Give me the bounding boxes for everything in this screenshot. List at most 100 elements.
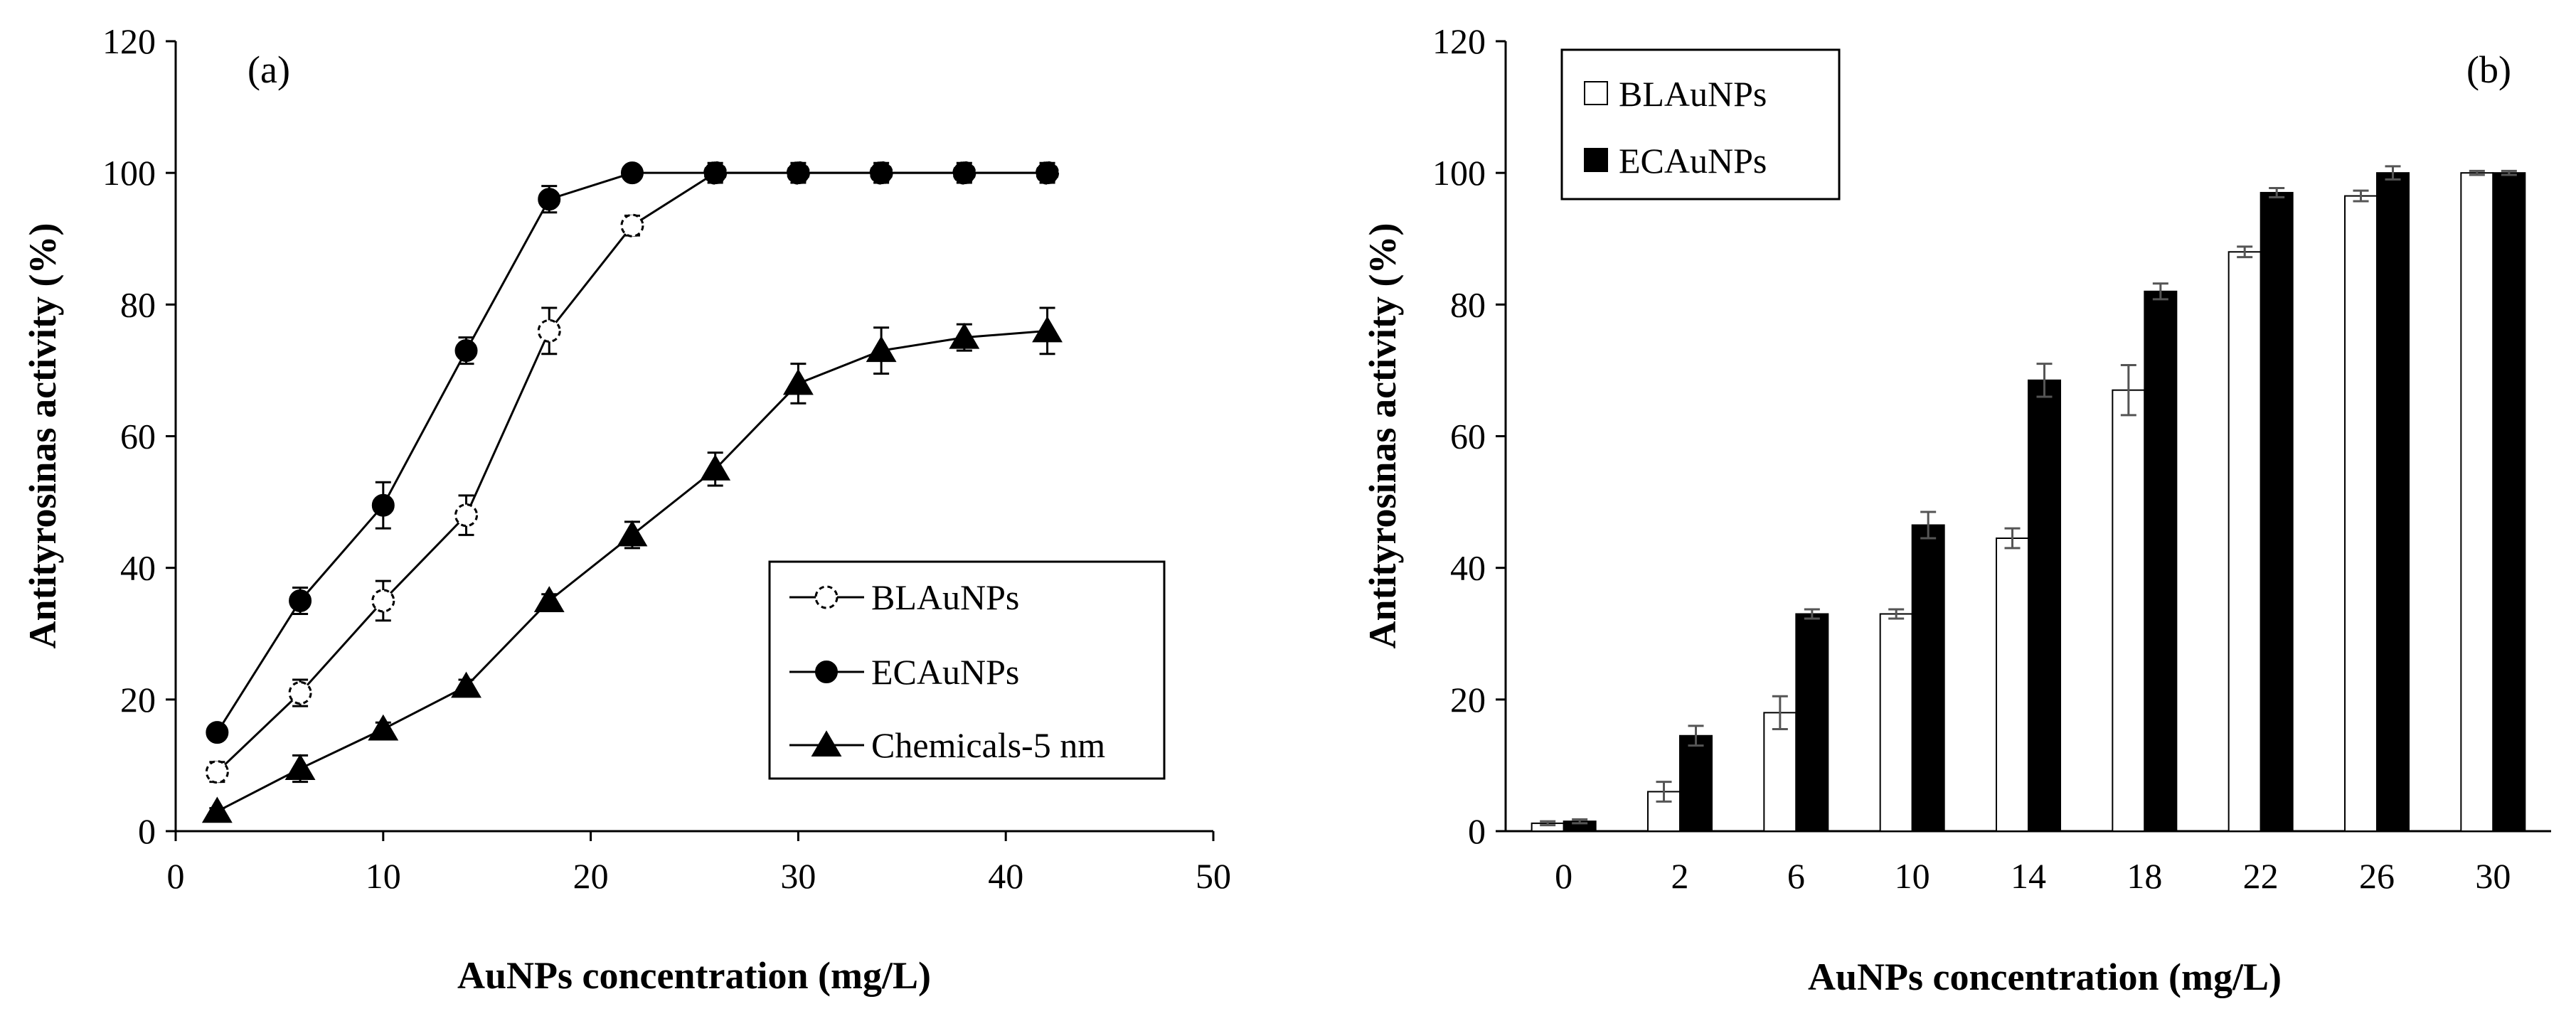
data-point bbox=[454, 503, 479, 528]
y-tick-label: 120 bbox=[102, 21, 156, 61]
data-point bbox=[866, 336, 897, 363]
data-point bbox=[787, 161, 810, 185]
panel-a-legend: BLAuNPs ECAuNPs Chemicals-5 nm bbox=[768, 560, 1166, 780]
data-point bbox=[620, 161, 644, 185]
y-tick-label: 0 bbox=[138, 811, 156, 851]
bar bbox=[1679, 734, 1713, 832]
bar bbox=[1911, 524, 1945, 832]
x-tick-label: 6 bbox=[1787, 856, 1805, 896]
data-point bbox=[205, 760, 229, 784]
bar bbox=[2344, 195, 2378, 832]
legend-swatch bbox=[1584, 81, 1608, 105]
data-point bbox=[368, 714, 399, 741]
data-point bbox=[288, 681, 312, 705]
legend-label: Chemicals-5 nm bbox=[871, 725, 1105, 765]
y-tick-label: 20 bbox=[120, 680, 156, 720]
y-tick-label: 40 bbox=[1450, 548, 1486, 588]
y-tick-label: 100 bbox=[1432, 153, 1486, 193]
panel-b-y-axis-label: Antityrosinas activity (%) bbox=[1361, 223, 1404, 649]
data-point bbox=[617, 520, 648, 547]
panel-a-label: (a) bbox=[248, 48, 290, 91]
bar bbox=[1996, 538, 2029, 832]
series-chemicals-5-nm bbox=[201, 306, 1063, 823]
x-tick-label: 10 bbox=[1895, 856, 1930, 896]
y-tick-label: 120 bbox=[1432, 21, 1486, 61]
panel-b-x-axis-label: AuNPs concentration (mg/L) bbox=[1808, 956, 2282, 998]
data-point bbox=[870, 161, 893, 185]
x-tick-label: 14 bbox=[2011, 856, 2046, 896]
series-ecaunps-bars bbox=[1563, 165, 2526, 833]
data-point bbox=[206, 721, 229, 744]
data-point bbox=[620, 213, 644, 237]
data-point bbox=[1036, 161, 1059, 185]
x-tick-label: 26 bbox=[2359, 856, 2395, 896]
data-point bbox=[952, 161, 976, 185]
y-tick-label: 40 bbox=[120, 548, 156, 588]
data-point bbox=[700, 454, 731, 481]
x-tick-label: 2 bbox=[1671, 856, 1689, 896]
x-tick-label: 22 bbox=[2243, 856, 2279, 896]
panel-b-legend-box bbox=[1560, 48, 1841, 201]
y-tick-label: 60 bbox=[120, 417, 156, 456]
y-tick-label: 80 bbox=[1450, 284, 1486, 324]
data-point bbox=[451, 671, 481, 698]
legend-marker bbox=[814, 585, 839, 609]
bar bbox=[1763, 712, 1797, 832]
panel-a-x-ticks: 0 10 20 30 40 50 bbox=[167, 831, 1231, 896]
panel-b-legend: BLAuNPs ECAuNPs bbox=[1560, 48, 1841, 201]
bar bbox=[1879, 613, 1913, 832]
x-tick-label: 20 bbox=[573, 856, 609, 896]
bar bbox=[2144, 290, 2178, 833]
data-point bbox=[782, 368, 814, 395]
bar bbox=[2460, 172, 2494, 832]
legend-swatch bbox=[1584, 148, 1608, 172]
series-ecaunps bbox=[206, 161, 1059, 744]
bar bbox=[2112, 389, 2146, 832]
y-tick-label: 100 bbox=[102, 153, 156, 193]
panel-b-label: (b) bbox=[2466, 48, 2511, 91]
bar bbox=[2376, 172, 2410, 832]
y-tick-label: 60 bbox=[1450, 417, 1486, 456]
legend-label: ECAuNPs bbox=[1619, 141, 1767, 181]
y-tick-label: 80 bbox=[120, 284, 156, 324]
data-point bbox=[201, 796, 233, 823]
panel-a-y-axis-label: Antityrosinas activity (%) bbox=[21, 223, 64, 649]
x-tick-label: 30 bbox=[780, 856, 816, 896]
legend-label: ECAuNPs bbox=[871, 652, 1019, 692]
panel-a-y-ticks: 0 20 40 60 80 100 120 bbox=[102, 21, 176, 851]
data-point bbox=[538, 188, 561, 211]
y-tick-label: 20 bbox=[1450, 680, 1486, 720]
x-tick-label: 40 bbox=[988, 856, 1023, 896]
panel-b-y-ticks: 0 20 40 60 80 100 120 bbox=[1432, 21, 1506, 851]
series-blaunps-bars bbox=[1531, 169, 2494, 833]
x-tick-label: 0 bbox=[1555, 856, 1572, 896]
data-point bbox=[537, 319, 561, 343]
x-tick-label: 10 bbox=[366, 856, 401, 896]
panel-b-plot-area bbox=[1531, 165, 2526, 833]
data-point bbox=[289, 589, 312, 612]
bar bbox=[2492, 172, 2526, 832]
bar bbox=[2028, 379, 2061, 832]
data-point bbox=[371, 493, 395, 517]
data-point bbox=[949, 322, 980, 349]
data-point bbox=[454, 339, 478, 363]
bar bbox=[2228, 251, 2262, 832]
data-point bbox=[284, 754, 316, 781]
data-point bbox=[533, 586, 565, 612]
legend-marker bbox=[811, 730, 842, 757]
legend-label: BLAuNPs bbox=[871, 577, 1019, 617]
x-tick-label: 18 bbox=[2127, 856, 2162, 896]
x-tick-label: 50 bbox=[1196, 856, 1231, 896]
data-point bbox=[371, 589, 395, 613]
data-point bbox=[703, 161, 727, 185]
data-point bbox=[1032, 316, 1063, 343]
panel-b-x-ticks: 0 2 6 10 14 18 22 26 30 bbox=[1555, 856, 2511, 896]
legend-marker bbox=[815, 661, 838, 683]
panel-a-plot-area bbox=[201, 161, 1063, 823]
bar bbox=[1795, 613, 1829, 832]
legend-label: BLAuNPs bbox=[1619, 74, 1767, 114]
bar bbox=[2260, 191, 2294, 833]
panel-a-x-axis-label: AuNPs concentration (mg/L) bbox=[457, 954, 931, 997]
